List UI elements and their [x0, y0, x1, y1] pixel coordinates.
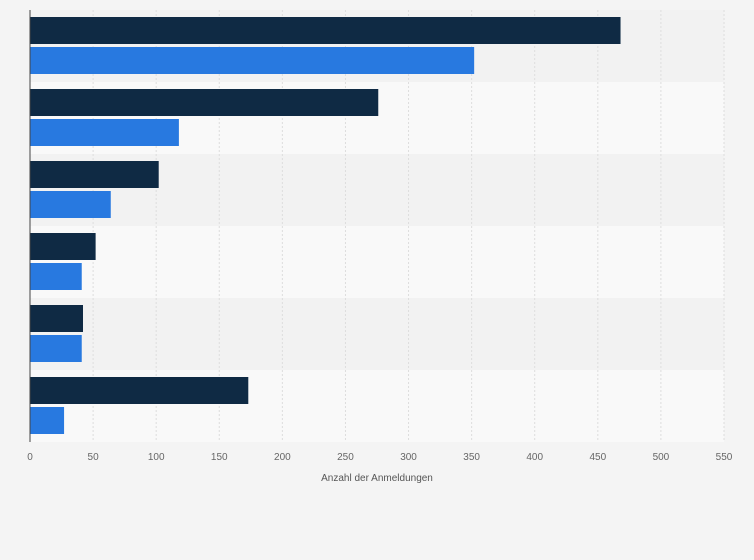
- bar: [30, 407, 65, 434]
- x-tick-label: 200: [274, 452, 291, 463]
- bar: [30, 47, 475, 74]
- bar: [30, 191, 111, 218]
- x-tick-labels: 0 50 100 150 200 250 300 350 400 450 500 550: [27, 452, 733, 463]
- bar: [30, 305, 83, 332]
- bar: [30, 17, 621, 44]
- x-tick-label: 450: [589, 452, 606, 463]
- bar: [30, 377, 249, 404]
- bar: [30, 263, 82, 290]
- x-tick-label: 400: [526, 452, 543, 463]
- x-tick-label: 0: [27, 452, 33, 463]
- bar: [30, 233, 96, 260]
- category-band: [30, 298, 724, 370]
- x-tick-label: 100: [148, 452, 165, 463]
- category-band: [30, 226, 724, 298]
- x-axis-label: Anzahl der Anmeldungen: [321, 473, 433, 484]
- bar: [30, 161, 159, 188]
- x-tick-label: 300: [400, 452, 417, 463]
- bars: [30, 17, 621, 434]
- x-tick-label: 550: [716, 452, 733, 463]
- category-bands: [30, 10, 724, 442]
- bar: [30, 119, 179, 146]
- x-tick-label: 350: [463, 452, 480, 463]
- x-tick-label: 50: [88, 452, 100, 463]
- bar: [30, 335, 82, 362]
- x-tick-label: 500: [653, 452, 670, 463]
- x-tick-label: 150: [211, 452, 228, 463]
- bar: [30, 89, 379, 116]
- x-gridlines: [92, 10, 725, 442]
- x-tick-label: 250: [337, 452, 354, 463]
